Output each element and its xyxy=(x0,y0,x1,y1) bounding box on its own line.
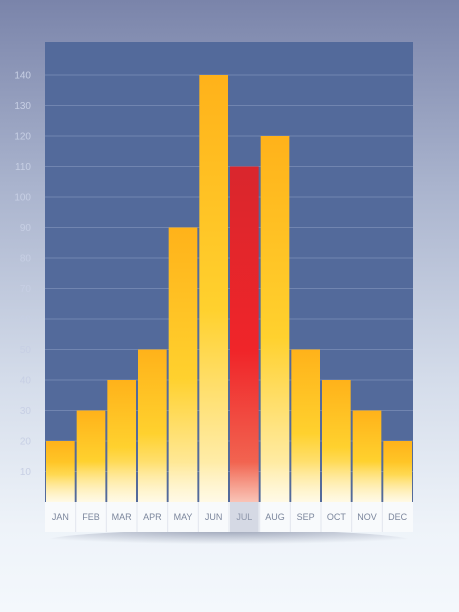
y-tick-label: 90 xyxy=(20,223,32,234)
x-axis-labels: JAN FEB MAR APR MAY JUN JUL AUG SEP OCT NOV DEC xyxy=(52,502,408,532)
y-tick-label: 110 xyxy=(15,162,31,173)
bar-aug xyxy=(260,136,290,502)
bar-base-glow xyxy=(260,462,290,502)
y-tick-label: 30 xyxy=(20,406,32,417)
chart-shadow xyxy=(47,530,411,552)
bar-may xyxy=(168,227,198,502)
y-tick-label: 60 xyxy=(20,315,32,326)
bar-base-glow xyxy=(352,462,382,502)
y-tick-label: 130 xyxy=(14,101,31,112)
x-tick-label-nov: NOV xyxy=(357,512,377,522)
x-tick-label-apr: APR xyxy=(143,512,162,522)
y-tick-label: 100 xyxy=(14,193,31,204)
y-axis-labels: 10 20 30 40 50 60 70 80 90 100 110 120 130 140 xyxy=(14,71,31,479)
x-tick-label-dec: DEC xyxy=(388,512,408,522)
bar-base-glow xyxy=(291,462,320,502)
y-tick-label: 140 xyxy=(14,71,31,82)
bar-base-glow xyxy=(383,462,412,502)
bar-base-glow xyxy=(322,462,351,502)
x-tick-label-sep: SEP xyxy=(297,512,315,522)
bars xyxy=(46,75,412,502)
y-tick-label: 50 xyxy=(20,345,32,356)
x-tick-label-jun: JUN xyxy=(205,512,223,522)
bar-jul xyxy=(230,166,259,502)
bar-base-glow xyxy=(107,462,136,502)
bar-base-glow xyxy=(76,462,106,502)
x-tick-label-jan: JAN xyxy=(52,512,69,522)
plot-background xyxy=(45,42,413,502)
highlight-label-background xyxy=(230,502,259,532)
bar-base-glow xyxy=(230,462,259,502)
grid-lines xyxy=(45,74,413,472)
x-tick-label-may: MAY xyxy=(174,512,193,522)
bar-base-glow xyxy=(168,462,198,502)
bar-base-glow xyxy=(138,462,167,502)
y-tick-label: 70 xyxy=(20,284,32,295)
x-tick-label-feb: FEB xyxy=(82,512,100,522)
bar-base-glow xyxy=(199,462,228,502)
y-tick-label: 40 xyxy=(20,376,32,387)
x-tick-label-jul: JUL xyxy=(236,512,252,522)
y-tick-label: 120 xyxy=(14,132,31,143)
y-tick-label: 20 xyxy=(20,437,32,448)
x-tick-label-oct: OCT xyxy=(327,512,347,522)
y-tick-label: 10 xyxy=(20,467,32,478)
y-tick-label: 80 xyxy=(20,254,32,265)
x-tick-label-mar: MAR xyxy=(112,512,133,522)
bar-base-glow xyxy=(46,462,75,502)
bar-jun xyxy=(199,75,228,502)
x-tick-label-aug: AUG xyxy=(265,512,285,522)
